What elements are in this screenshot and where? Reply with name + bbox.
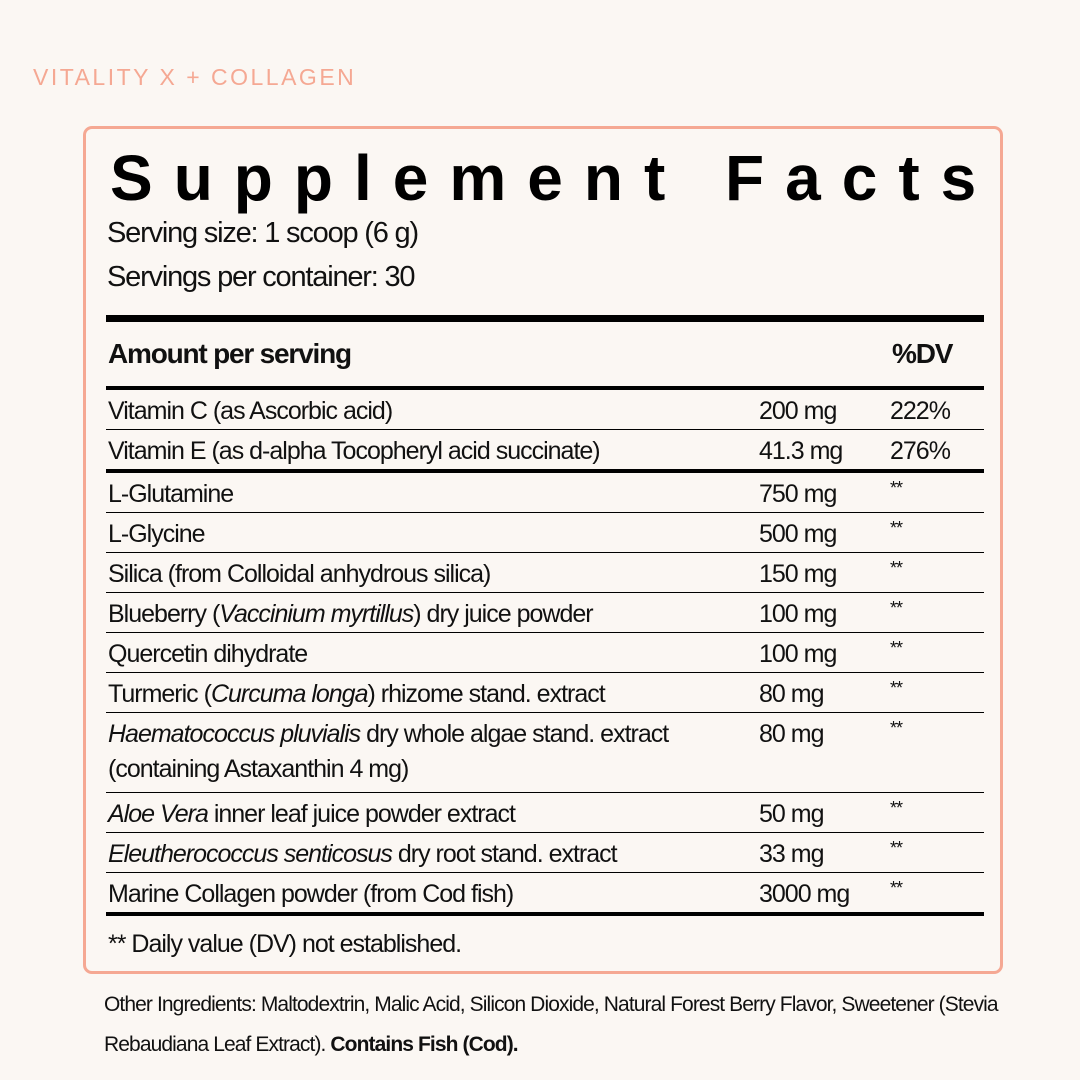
latin-name: Aloe Vera: [108, 800, 209, 828]
ingredient-dv: **: [890, 518, 903, 538]
servings-per-container: Servings per container: 30: [107, 261, 416, 293]
nutrient-dv: 222%: [890, 397, 951, 425]
name-part: dry root stand. extract: [391, 840, 618, 868]
table-row: Turmeric (Curcuma longa) rhizome stand. …: [106, 673, 984, 713]
allergen-warning: Contains Fish (Cod).: [330, 1033, 518, 1056]
panel-title: Supplement Facts: [110, 142, 998, 214]
divider: [106, 386, 984, 390]
name-part: (containing Astaxanthin 4 mg): [108, 755, 409, 783]
nutrient-name: Vitamin E (as d-alpha Tocopheryl acid su…: [108, 437, 601, 465]
other-ingredients-text: Other Ingredients: Maltodextrin, Malic A…: [104, 993, 999, 1056]
ingredient-amount: 100 mg: [759, 640, 837, 668]
table-row: Vitamin C (as Ascorbic acid) 200 mg 222%: [106, 390, 984, 430]
ingredient-dv: **: [890, 878, 903, 898]
name-part: dry whole algae stand. extract: [360, 720, 669, 748]
ingredient-name: Quercetin dihydrate: [108, 640, 308, 668]
ingredient-name: L-Glycine: [108, 520, 206, 548]
ingredient-amount: 500 mg: [759, 520, 837, 548]
ingredient-name: Marine Collagen powder (from Cod fish): [108, 880, 514, 908]
nutrient-amount: 200 mg: [759, 397, 837, 425]
table-header: Amount per serving %DV: [106, 322, 984, 386]
ingredient-dv: **: [890, 838, 903, 858]
latin-name: Vaccinium myrtillus: [219, 600, 414, 628]
other-ingredients: Other Ingredients: Maltodextrin, Malic A…: [104, 985, 1004, 1065]
ingredient-name: Silica (from Colloidal anhydrous silica): [108, 560, 491, 588]
ingredient-name: L-Glutamine: [108, 480, 234, 508]
footnote: ** Daily value (DV) not established.: [108, 930, 462, 958]
ingredient-dv: **: [890, 798, 903, 818]
ingredient-amount: 33 mg: [759, 840, 824, 868]
ingredient-dv: **: [890, 678, 903, 698]
name-part: ) rhizome stand. extract: [367, 680, 605, 708]
header-dv: %DV: [892, 338, 953, 369]
table-row: Quercetin dihydrate 100 mg **: [106, 633, 984, 673]
ingredient-amount: 80 mg: [759, 680, 824, 708]
ingredient-amount: 3000 mg: [759, 880, 850, 908]
nutrient-dv: 276%: [890, 437, 951, 465]
latin-name: Haematococcus pluvialis: [108, 720, 361, 748]
table-row: L-Glutamine 750 mg **: [106, 473, 984, 513]
divider: [106, 469, 984, 473]
table-row: Vitamin E (as d-alpha Tocopheryl acid su…: [106, 430, 984, 469]
table-row: Haematococcus pluvialis dry whole algae …: [106, 713, 984, 793]
ingredient-amount: 50 mg: [759, 800, 824, 828]
nutrient-amount: 41.3 mg: [759, 437, 843, 465]
ingredient-name: Turmeric (Curcuma longa) rhizome stand. …: [108, 680, 606, 709]
name-part: Blueberry (: [108, 600, 220, 628]
brand-name: VITALITY X + COLLAGEN: [33, 64, 357, 90]
ingredient-dv: **: [890, 718, 903, 738]
ingredient-dv: **: [890, 598, 903, 618]
ingredient-list: L-Glutamine 750 mg ** L-Glycine 500 mg ** Sili…: [106, 473, 984, 912]
table-row: Eleutherococcus senticosus dry root stan…: [106, 833, 984, 873]
nutrient-name: Vitamin C (as Ascorbic acid): [108, 397, 393, 425]
latin-name: Curcuma longa: [210, 680, 369, 708]
ingredient-name: Blueberry (Vaccinium myrtillus) dry juic…: [108, 600, 594, 629]
ingredient-amount: 80 mg: [759, 720, 824, 748]
ingredient-amount: 100 mg: [759, 600, 837, 628]
facts-table: Amount per serving %DV Vitamin C (as Asc…: [106, 315, 984, 959]
name-part: Turmeric (: [108, 680, 212, 708]
name-part: inner leaf juice powder extract: [207, 800, 516, 828]
ingredient-dv: **: [890, 558, 903, 578]
ingredient-amount: 150 mg: [759, 560, 837, 588]
table-row: Blueberry (Vaccinium myrtillus) dry juic…: [106, 593, 984, 633]
table-row: Silica (from Colloidal anhydrous silica)…: [106, 553, 984, 593]
ingredient-name: Haematococcus pluvialis dry whole algae …: [108, 720, 669, 789]
header-amount: Amount per serving: [108, 338, 352, 369]
table-row: Marine Collagen powder (from Cod fish) 30…: [106, 873, 984, 912]
ingredient-name: Aloe Vera inner leaf juice powder extrac…: [108, 800, 516, 829]
divider: [106, 912, 984, 916]
supplement-facts-panel: Supplement Facts Serving size: 1 scoop (…: [83, 126, 1003, 974]
ingredient-dv: **: [890, 478, 903, 498]
ingredient-dv: **: [890, 638, 903, 658]
divider-thick: [106, 315, 984, 322]
table-row: Aloe Vera inner leaf juice powder extrac…: [106, 793, 984, 833]
ingredient-name: Eleutherococcus senticosus dry root stan…: [108, 840, 618, 869]
ingredient-amount: 750 mg: [759, 480, 837, 508]
latin-name: Eleutherococcus senticosus: [108, 840, 393, 868]
serving-size: Serving size: 1 scoop (6 g): [107, 217, 419, 249]
table-row: L-Glycine 500 mg **: [106, 513, 984, 553]
name-part: ) dry juice powder: [413, 600, 593, 628]
